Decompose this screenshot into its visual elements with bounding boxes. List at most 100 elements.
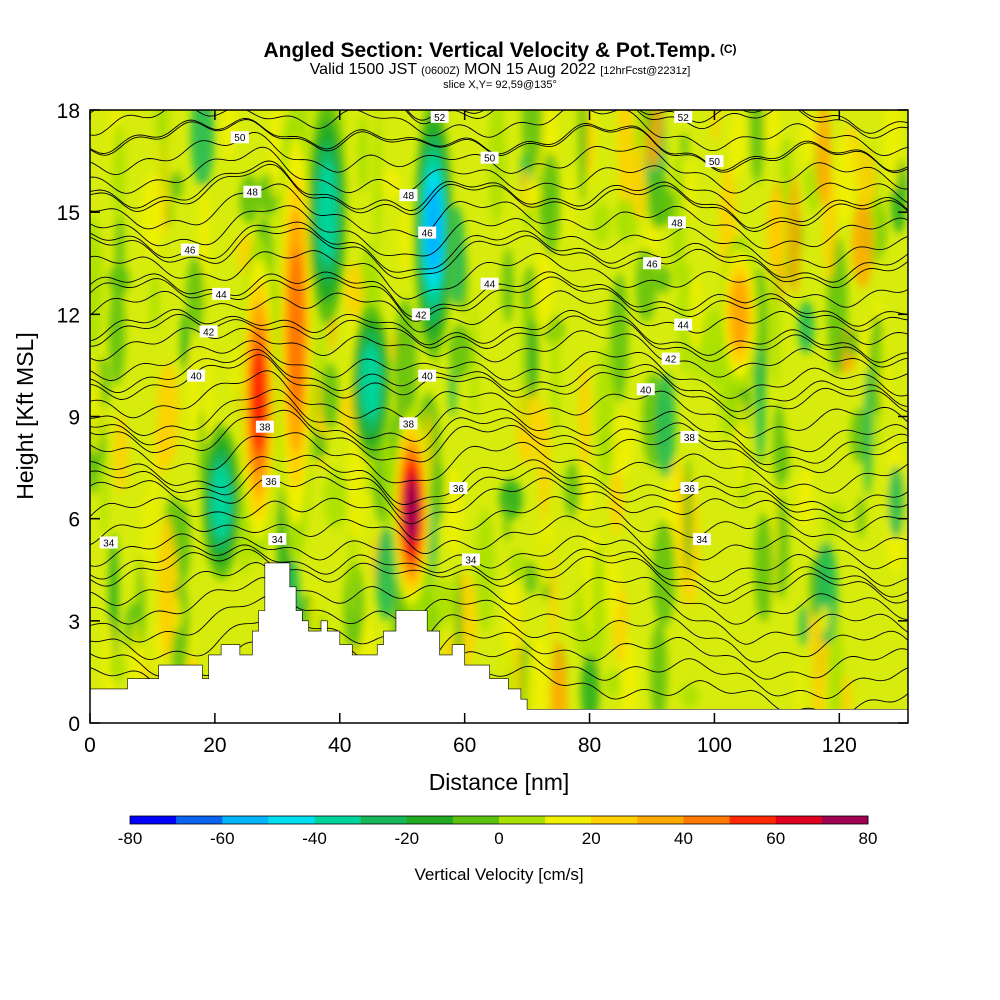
contour-label-bg: [418, 226, 437, 239]
velocity-cell: [151, 441, 159, 570]
contour-label: 40: [640, 385, 652, 396]
contour-label-bg: [99, 536, 118, 549]
x-tick-label: 120: [822, 734, 857, 757]
contour-label: 50: [709, 157, 721, 168]
velocity-cell: [877, 338, 886, 371]
valid-date: MON 15 Aug 2022: [464, 61, 596, 78]
velocity-cell: [436, 462, 445, 524]
colorbar-segment: [268, 816, 315, 824]
velocity-cell: [113, 415, 129, 493]
velocity-cell: [835, 131, 855, 226]
velocity-cell: [508, 550, 527, 580]
velocity-cell: [268, 110, 282, 198]
velocity-cell: [578, 110, 588, 202]
valid-time-line: Valid 1500 JST (0600Z) MON 15 Aug 2022 […: [0, 62, 1000, 79]
contour-label-bg: [636, 383, 655, 396]
contour-label: 36: [684, 484, 696, 495]
colorbar-tick-label: 80: [859, 829, 878, 848]
colorbar-segment: [683, 816, 730, 824]
velocity-cell: [650, 622, 668, 723]
velocity-cell: [788, 175, 800, 295]
contour-label-bg: [180, 243, 199, 256]
velocity-cell: [610, 273, 629, 402]
contour-label-bg: [667, 216, 686, 229]
velocity-cell: [610, 410, 634, 478]
velocity-cell: [190, 110, 215, 187]
velocity-cell: [729, 110, 746, 179]
velocity-cell: [688, 275, 703, 352]
y-tick-label: 12: [57, 304, 80, 327]
contour-label: 40: [422, 372, 434, 383]
theta-contour-line: [90, 205, 908, 268]
contour-label: 46: [184, 246, 196, 257]
theta-contour-line: [90, 290, 908, 345]
velocity-cell: [815, 110, 831, 205]
contour-label-bg: [230, 131, 249, 144]
terrain: [89, 562, 909, 724]
velocity-cell: [198, 186, 210, 291]
contour-label: 38: [684, 433, 696, 444]
velocity-cell: [591, 541, 606, 670]
contour-label: 50: [484, 154, 496, 165]
contour-label: 46: [422, 229, 434, 240]
contour-label: 34: [103, 539, 115, 550]
velocity-cell: [795, 660, 803, 723]
velocity-cell: [399, 207, 409, 274]
x-axis: 0 20 40 60 80 100 120: [84, 110, 857, 757]
contour-label-bg: [642, 257, 661, 270]
colorbar-tick-label: -40: [302, 829, 327, 848]
velocity-cell: [798, 300, 815, 354]
contour-label-bg: [399, 189, 418, 202]
velocity-cell: [797, 466, 814, 533]
colorbar-tick-label: 20: [582, 829, 601, 848]
velocity-cell: [221, 110, 238, 160]
contour-label-bg: [461, 553, 480, 566]
colorbar-segment: [637, 816, 684, 824]
contour-label: 44: [484, 280, 496, 291]
y-tick-label: 18: [57, 100, 80, 123]
chart-title: Angled Section: Vertical Velocity & Pot.…: [0, 38, 1000, 62]
velocity-cell: [847, 328, 858, 359]
velocity-cell: [142, 488, 150, 590]
contour-label: 34: [272, 535, 284, 546]
contour-label: 44: [216, 290, 228, 301]
velocity-cell: [680, 133, 689, 158]
velocity-cell: [186, 255, 205, 333]
velocity-cell: [108, 285, 126, 386]
x-tick-label: 80: [578, 734, 601, 757]
velocity-cell: [711, 110, 720, 143]
theta-contour-line: [90, 562, 908, 625]
colorbar-frame: [129, 815, 869, 825]
contour-label: 52: [434, 113, 446, 124]
velocity-cell: [818, 604, 830, 633]
contour-label-bg: [418, 369, 437, 382]
contour-label: 50: [234, 133, 246, 144]
theta-contour-labeled-line: [90, 348, 908, 412]
velocity-cell: [779, 149, 791, 182]
draft-core: [317, 161, 337, 264]
theta-contour-labeled-line: [90, 160, 908, 229]
velocity-cell: [357, 114, 369, 194]
theta-contour-line: [90, 163, 908, 232]
valid-time: Valid 1500 JST: [309, 61, 417, 78]
velocity-cell: [90, 216, 104, 351]
velocity-cell: [596, 344, 615, 488]
theta-contour-line: [90, 476, 908, 533]
contour-label-bg: [705, 155, 724, 168]
theta-contour-line: [90, 370, 908, 439]
contour-label-bg: [680, 430, 699, 443]
contour-label-bg: [243, 185, 262, 198]
velocity-cell: [827, 614, 844, 723]
theta-contour-line: [90, 183, 908, 250]
theta-contour-line: [90, 388, 908, 456]
theta-contour-labeled-line: [90, 313, 908, 368]
velocity-cell: [657, 189, 677, 224]
contour-label: 36: [266, 477, 278, 488]
velocity-cell: [114, 211, 125, 310]
theta-contours: [90, 110, 908, 720]
theta-contour-line: [90, 496, 908, 552]
velocity-cell: [381, 168, 402, 199]
velocity-cell: [749, 110, 765, 184]
velocity-cell: [524, 561, 538, 596]
x-tick-label: 100: [697, 734, 732, 757]
